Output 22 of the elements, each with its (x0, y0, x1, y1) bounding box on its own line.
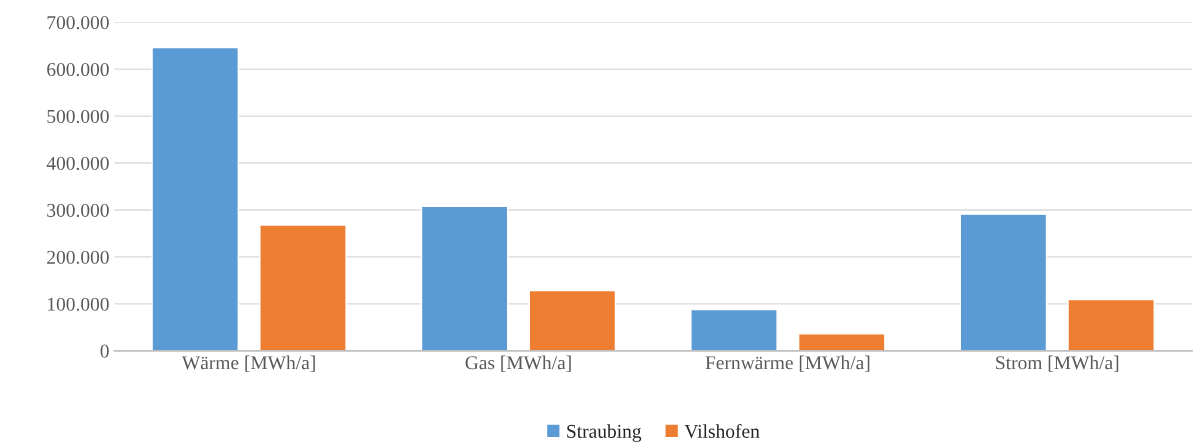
legend-label: Vilshofen (684, 424, 760, 439)
y-tick-label: 0 (100, 344, 109, 358)
bar (528, 289, 617, 351)
y-tick-label: 300.000 (47, 203, 109, 217)
bar (1067, 298, 1155, 351)
x-tick-label: Fernwärme [MWh/a] (705, 355, 870, 372)
bar (797, 333, 886, 351)
x-tick-label: Wärme [MWh/a] (181, 355, 315, 372)
y-tick-label: 700.000 (47, 16, 109, 30)
x-tick-label: Gas [MWh/a] (465, 355, 571, 372)
bar (690, 308, 778, 351)
y-tick-label: 500.000 (47, 109, 109, 124)
bar (420, 205, 509, 351)
bar (151, 46, 239, 351)
y-tick-label: 100.000 (48, 297, 109, 311)
y-tick-label: 400.000 (46, 156, 109, 171)
x-tick-label: Strom [MWh/a] (996, 355, 1119, 372)
bar (259, 224, 347, 351)
bar (959, 213, 1048, 351)
y-tick-label: 600.000 (47, 62, 109, 77)
legend-label: Straubing (567, 424, 642, 442)
y-tick-label: 200.000 (47, 250, 109, 264)
